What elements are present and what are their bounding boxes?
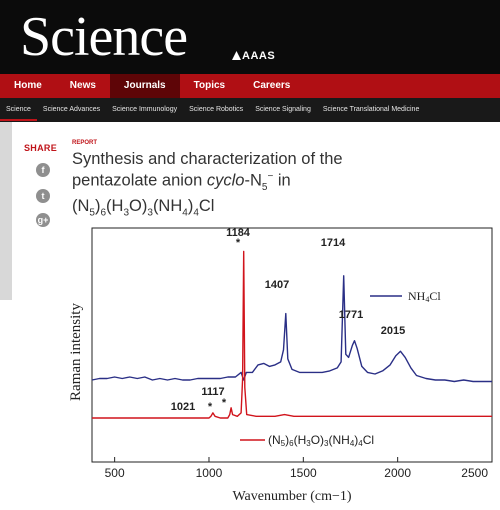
main-nav: Home News Journals Topics Careers [0,74,500,98]
peak-label: 1117 [201,386,224,398]
x-tick-label: 2000 [384,466,411,480]
nav-item-careers[interactable]: Careers [253,80,291,91]
nav-item-home[interactable]: Home [14,80,42,91]
peak-marker: * [208,401,213,413]
x-tick-label: 2500 [461,466,488,480]
series-line-1 [92,250,492,419]
journal-nav-science-robotics[interactable]: Science Robotics [189,106,244,113]
google-plus-icon[interactable]: g+ [36,213,50,227]
peak-marker: * [222,397,227,409]
y-axis-label: Raman intensity [68,303,84,401]
journal-nav-science-translational-medicine[interactable]: Science Translational Medicine [322,106,420,113]
nav-item-journals[interactable]: Journals [109,74,180,98]
x-tick-label: 500 [105,466,125,480]
nav-item-topics[interactable]: Topics [193,80,226,91]
article-title[interactable]: Synthesis and characterization of the pe… [72,150,492,222]
peak-label: 1184 [226,227,251,239]
peak-label: 1021 [171,401,195,413]
title-line-1: Synthesis and characterization of the [72,150,343,168]
series-line-0 [91,275,492,383]
peak-label: 2015 [381,325,405,337]
article-type: REPORT [72,140,98,146]
x-axis-label: Wavenumber (cm−1) [232,489,351,504]
journal-nav-science-signaling[interactable]: Science Signaling [255,106,311,113]
share-label: SHARE [24,143,58,153]
x-tick-label: 1000 [196,466,223,480]
peak-label: 1407 [265,279,289,291]
aaas-label: AAAS [242,50,276,62]
journal-nav: Science Science Advances Science Immunolog… [0,98,500,122]
peak-marker: * [236,237,241,249]
twitter-icon[interactable]: t [36,189,50,203]
facebook-icon[interactable]: f [36,163,50,177]
aaas-logo[interactable]: AAAS [232,50,275,62]
journal-nav-science[interactable]: Science [0,98,37,121]
x-tick-label: 1500 [290,466,317,480]
legend-label-compound: (N5)6(H3O)3(NH4)4Cl [268,433,374,448]
aaas-mark-icon [232,51,241,60]
masthead: Science AAAS [0,0,500,74]
legend-label-nh4cl: NH4Cl [408,289,441,304]
peak-label: 1771 [339,309,363,321]
title-line-2: pentazolate anion cyclo-N5− in [72,171,291,193]
side-band [0,122,12,300]
journal-nav-science-advances[interactable]: Science Advances [42,106,101,113]
science-logo[interactable]: Science [20,6,188,68]
peak-label: 1714 [321,237,346,249]
journal-nav-science-immunology[interactable]: Science Immunology [112,106,178,113]
plot-frame [91,227,493,463]
nav-item-news[interactable]: News [69,80,96,91]
title-line-3: (N5)6(H3O)3(NH4)4Cl [72,196,215,219]
